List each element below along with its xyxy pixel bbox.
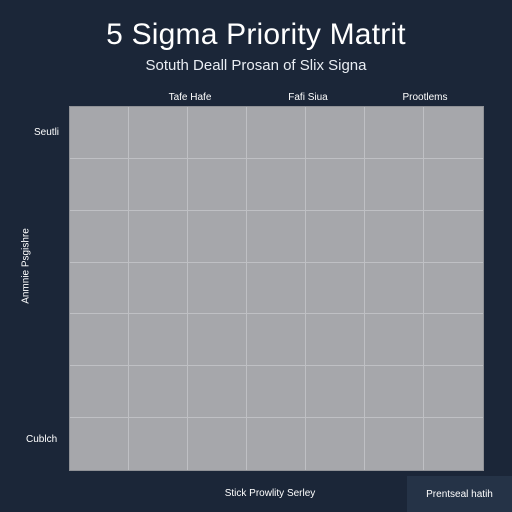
y-axis-label: Anmnie Psgishre: [20, 228, 32, 304]
matrix-cell-r2-c3: [188, 158, 247, 211]
matrix-cell-r6-c1: [70, 366, 129, 419]
matrix-cell-r2-c4: [247, 158, 306, 211]
matrix-cell-r2-c7: [424, 158, 483, 211]
column-label-2: Fafi Siua: [288, 92, 328, 103]
matrix-cell-r7-c3: [188, 418, 247, 470]
footer-note: Prentseal hatih: [426, 488, 493, 500]
matrix-cell-r6-c2: [129, 366, 188, 419]
x-axis-label: Stick Prowlity Serley: [224, 488, 316, 499]
matrix-cell-r3-c5: [306, 210, 365, 263]
matrix-cell-r1-c2: [129, 107, 188, 159]
matrix-cell-r5-c5: [306, 314, 365, 367]
matrix-cell-r6-c5: [306, 366, 365, 419]
matrix-cell-r5-c7: [424, 314, 483, 367]
matrix-cell-r6-c4: [247, 366, 306, 419]
matrix-cell-r1-c6: [365, 107, 424, 159]
row-label-bottom: Cublch: [26, 434, 58, 445]
matrix-cell-r7-c1: [70, 418, 129, 470]
matrix-cell-r5-c2: [129, 314, 188, 367]
matrix-cell-r7-c4: [247, 418, 306, 470]
column-label-3: Prootlems: [402, 92, 448, 103]
matrix-cell-r7-c6: [365, 418, 424, 470]
matrix-cell-r3-c1: [70, 210, 129, 263]
matrix-cell-r7-c5: [306, 418, 365, 470]
matrix-cell-r4-c7: [424, 262, 483, 315]
matrix-cell-r5-c4: [247, 314, 306, 367]
column-label-1: Tafe Hafe: [168, 92, 212, 103]
matrix-cell-r1-c7: [424, 107, 483, 159]
matrix-cell-r4-c3: [188, 262, 247, 315]
matrix-cell-r6-c3: [188, 366, 247, 419]
matrix-cell-r4-c6: [365, 262, 424, 315]
matrix-cell-r1-c4: [247, 107, 306, 159]
matrix-cell-r5-c3: [188, 314, 247, 367]
matrix-cell-r2-c2: [129, 158, 188, 211]
matrix-cell-r7-c7: [424, 418, 483, 470]
matrix-cell-r5-c6: [365, 314, 424, 367]
matrix-cell-r3-c6: [365, 210, 424, 263]
matrix-cell-r6-c6: [365, 366, 424, 419]
matrix-cell-r1-c1: [70, 107, 129, 159]
matrix-cell-r4-c1: [70, 262, 129, 315]
matrix-cell-r5-c1: [70, 314, 129, 367]
matrix-cell-r1-c3: [188, 107, 247, 159]
matrix-cell-r2-c6: [365, 158, 424, 211]
matrix-cell-r3-c2: [129, 210, 188, 263]
matrix-cell-r7-c2: [129, 418, 188, 470]
matrix-cell-r1-c5: [306, 107, 365, 159]
matrix-title: 5 Sigma Priority Matrit: [106, 18, 406, 51]
matrix-cell-r2-c5: [306, 158, 365, 211]
matrix-cell-r3-c7: [424, 210, 483, 263]
matrix-cell-r2-c1: [70, 158, 129, 211]
matrix-cell-r4-c5: [306, 262, 365, 315]
matrix-cell-r6-c7: [424, 366, 483, 419]
matrix-cell-r3-c4: [247, 210, 306, 263]
matrix-cell-r4-c4: [247, 262, 306, 315]
priority-matrix-grid: [70, 107, 483, 470]
matrix-cell-r4-c2: [129, 262, 188, 315]
row-label-top: Seutli: [34, 127, 60, 138]
footer-note-box: Prentseal hatih: [407, 476, 512, 512]
matrix-subtitle: Sotuth Deall Prosan of Slix Signa: [145, 57, 367, 74]
matrix-cell-r3-c3: [188, 210, 247, 263]
